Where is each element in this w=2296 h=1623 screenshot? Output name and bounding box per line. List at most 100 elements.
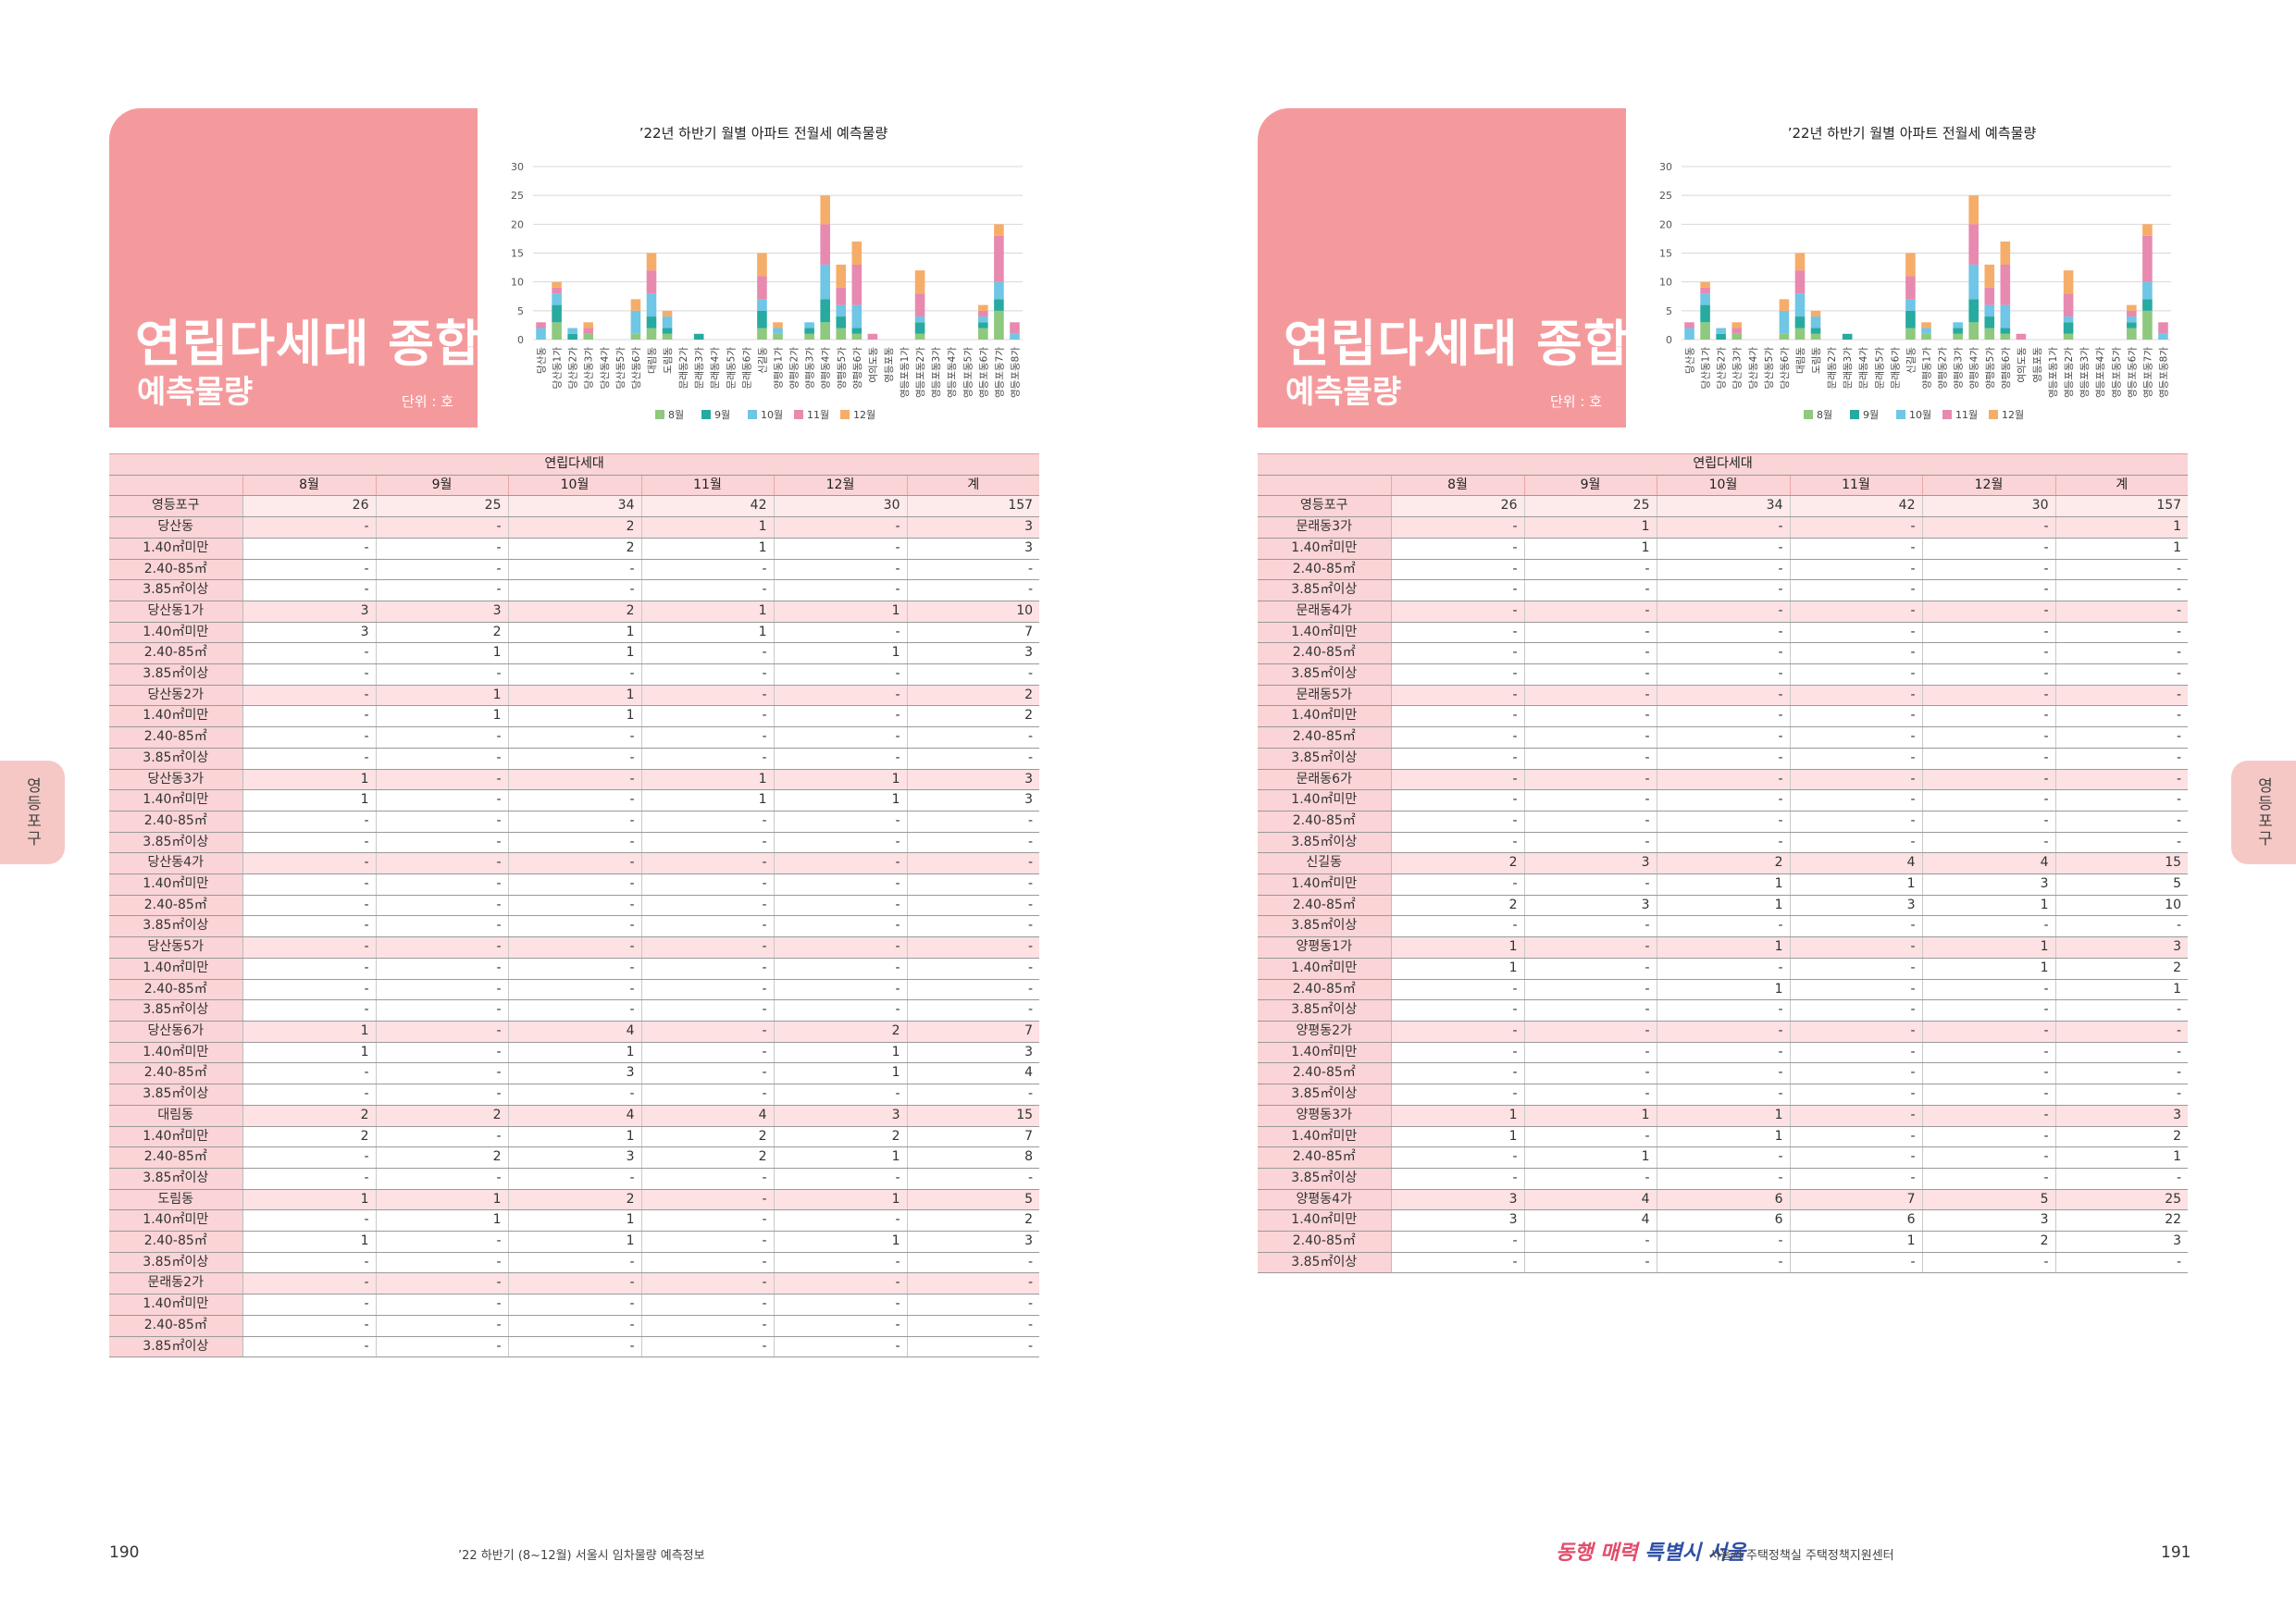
footer-text: 서울시 주택정책실 주택정책지원센터 xyxy=(1709,1549,1894,1563)
table-cell: 2 xyxy=(507,1189,641,1211)
x-tick-label: 영등포동8가 xyxy=(2158,347,2169,398)
table-cell: - xyxy=(1921,999,2055,1022)
table-row: 문래동4가 - - - - - - xyxy=(1258,601,2189,623)
table-cell: - xyxy=(2054,915,2189,938)
table-cell: - xyxy=(507,915,641,938)
table-row: 2.40-85㎡ - - - - - - xyxy=(1258,559,2189,581)
x-tick-label: 당산동2가 xyxy=(1717,347,1728,390)
row-label: 1.40㎡미만 xyxy=(1258,1126,1392,1148)
table-cell: - xyxy=(1789,579,1922,601)
bar-segment xyxy=(552,287,562,294)
table-cell: 2 xyxy=(640,1146,774,1169)
left-page: 연립다세대 종합 예측물량 단위 : 호 ’22년 하반기 월별 아파트 전월세… xyxy=(0,108,1040,1563)
table-cell: 4 xyxy=(1523,1189,1657,1211)
bar-segment xyxy=(773,328,783,334)
table-cell: 1 xyxy=(242,1021,376,1043)
table-cell: - xyxy=(640,1315,774,1337)
table-cell: - xyxy=(906,748,1040,770)
table-cell: - xyxy=(773,999,907,1022)
table-cell: - xyxy=(375,1294,508,1316)
table-cell: - xyxy=(1390,979,1524,1001)
x-tick-label: 영등포동1가 xyxy=(900,347,911,398)
table-cell: - xyxy=(1789,936,1922,959)
table-row: 당산동1가 3 3 2 1 1 10 xyxy=(109,601,1040,623)
row-label: 2.40-85㎡ xyxy=(1258,726,1392,749)
table-cell: 6 xyxy=(1656,1189,1790,1211)
table-cell: 1 xyxy=(2054,979,2189,1001)
table-row: 1.40㎡미만 1-1- -2 xyxy=(1258,1126,2189,1148)
table-cell: - xyxy=(375,852,508,875)
table-cell: 26 xyxy=(1390,495,1524,518)
table-cell: 1 xyxy=(640,789,774,812)
table-cell: - xyxy=(1390,1062,1524,1085)
table-cell: - xyxy=(2054,663,2189,686)
table-cell: - xyxy=(507,895,641,917)
bar-segment xyxy=(1794,293,1806,317)
bar-segment xyxy=(662,310,673,317)
table-cell: - xyxy=(1789,958,1922,980)
x-tick-label: 영등포동 xyxy=(2032,347,2043,383)
bar-segment xyxy=(1700,281,1710,288)
row-label: 1.40㎡미만 xyxy=(109,958,243,980)
legend-label: 12월 xyxy=(2002,409,2024,421)
y-tick-label: 20 xyxy=(511,218,524,230)
table-cell: - xyxy=(507,1294,641,1316)
row-label: 당산동 xyxy=(109,516,243,539)
table-cell: 1 xyxy=(1523,1105,1657,1127)
row-label: 2.40-85㎡ xyxy=(109,895,243,917)
column-header: 8월 xyxy=(242,475,376,497)
bar-segment xyxy=(820,264,830,300)
row-label: 1.40㎡미만 xyxy=(109,622,243,644)
bar-segment xyxy=(1010,333,1020,340)
table-cell: - xyxy=(1656,685,1790,707)
bar-segment xyxy=(1684,322,1694,328)
table-cell: 2 xyxy=(2054,958,2189,980)
bar-segment xyxy=(994,224,1004,236)
table-cell: - xyxy=(906,999,1040,1022)
table-cell: - xyxy=(242,1146,376,1169)
x-tick-label: 문래동6가 xyxy=(741,347,752,390)
x-tick-label: 문래동5가 xyxy=(726,347,737,390)
bar-segment xyxy=(757,299,767,311)
table-cell: - xyxy=(1789,622,1922,644)
bar-segment xyxy=(662,328,673,334)
x-tick-label: 당산동5가 xyxy=(615,347,627,390)
table-cell: 15 xyxy=(906,1105,1040,1127)
table-cell: - xyxy=(507,1272,641,1295)
bar-segment xyxy=(1779,310,1790,334)
row-label: 2.40-85㎡ xyxy=(1258,1146,1392,1169)
table-cell: - xyxy=(1656,516,1790,539)
table-cell: - xyxy=(1789,642,1922,665)
table-cell: 1 xyxy=(507,1126,641,1148)
table-cell: - xyxy=(906,1315,1040,1337)
table-cell: - xyxy=(242,559,376,581)
table-cell: - xyxy=(507,873,641,896)
table-cell: - xyxy=(1523,979,1657,1001)
x-tick-label: 당산동5가 xyxy=(1764,347,1775,390)
table-cell: - xyxy=(375,832,508,854)
row-label: 문래동5가 xyxy=(1258,685,1392,707)
x-tick-label: 대림동 xyxy=(647,347,658,374)
bar-segment xyxy=(1700,304,1710,323)
table-cell: - xyxy=(375,789,508,812)
row-label: 당산동6가 xyxy=(109,1021,243,1043)
table-row: 2.40-85㎡ 2 3 1 3 1 10 xyxy=(1258,895,2189,917)
table-row: 3.85㎡이상 - - - - - - xyxy=(1258,1084,2189,1106)
bar-segment xyxy=(583,328,594,334)
table-cell: - xyxy=(1656,622,1790,644)
table-cell: - xyxy=(375,1021,508,1043)
table-row: 1.40㎡미만 1-1-1 3 xyxy=(109,1042,1040,1064)
x-tick-label: 영등포동7가 xyxy=(2142,347,2153,398)
row-label: 문래동4가 xyxy=(1258,601,1392,623)
x-tick-label: 영등포동5가 xyxy=(962,347,974,398)
logo-part-1: 동행 매력 xyxy=(1556,1541,1638,1565)
table-cell: - xyxy=(507,559,641,581)
bar-segment xyxy=(2000,264,2011,305)
table-cell: - xyxy=(773,1315,907,1337)
table-cell: - xyxy=(1523,769,1657,791)
row-label: 당산동4가 xyxy=(109,852,243,875)
table-row: 3.85㎡이상 - - - - - - xyxy=(109,748,1040,770)
table-cell: - xyxy=(242,1294,376,1316)
table-cell: - xyxy=(640,1272,774,1295)
bar-segment xyxy=(1921,328,1931,334)
